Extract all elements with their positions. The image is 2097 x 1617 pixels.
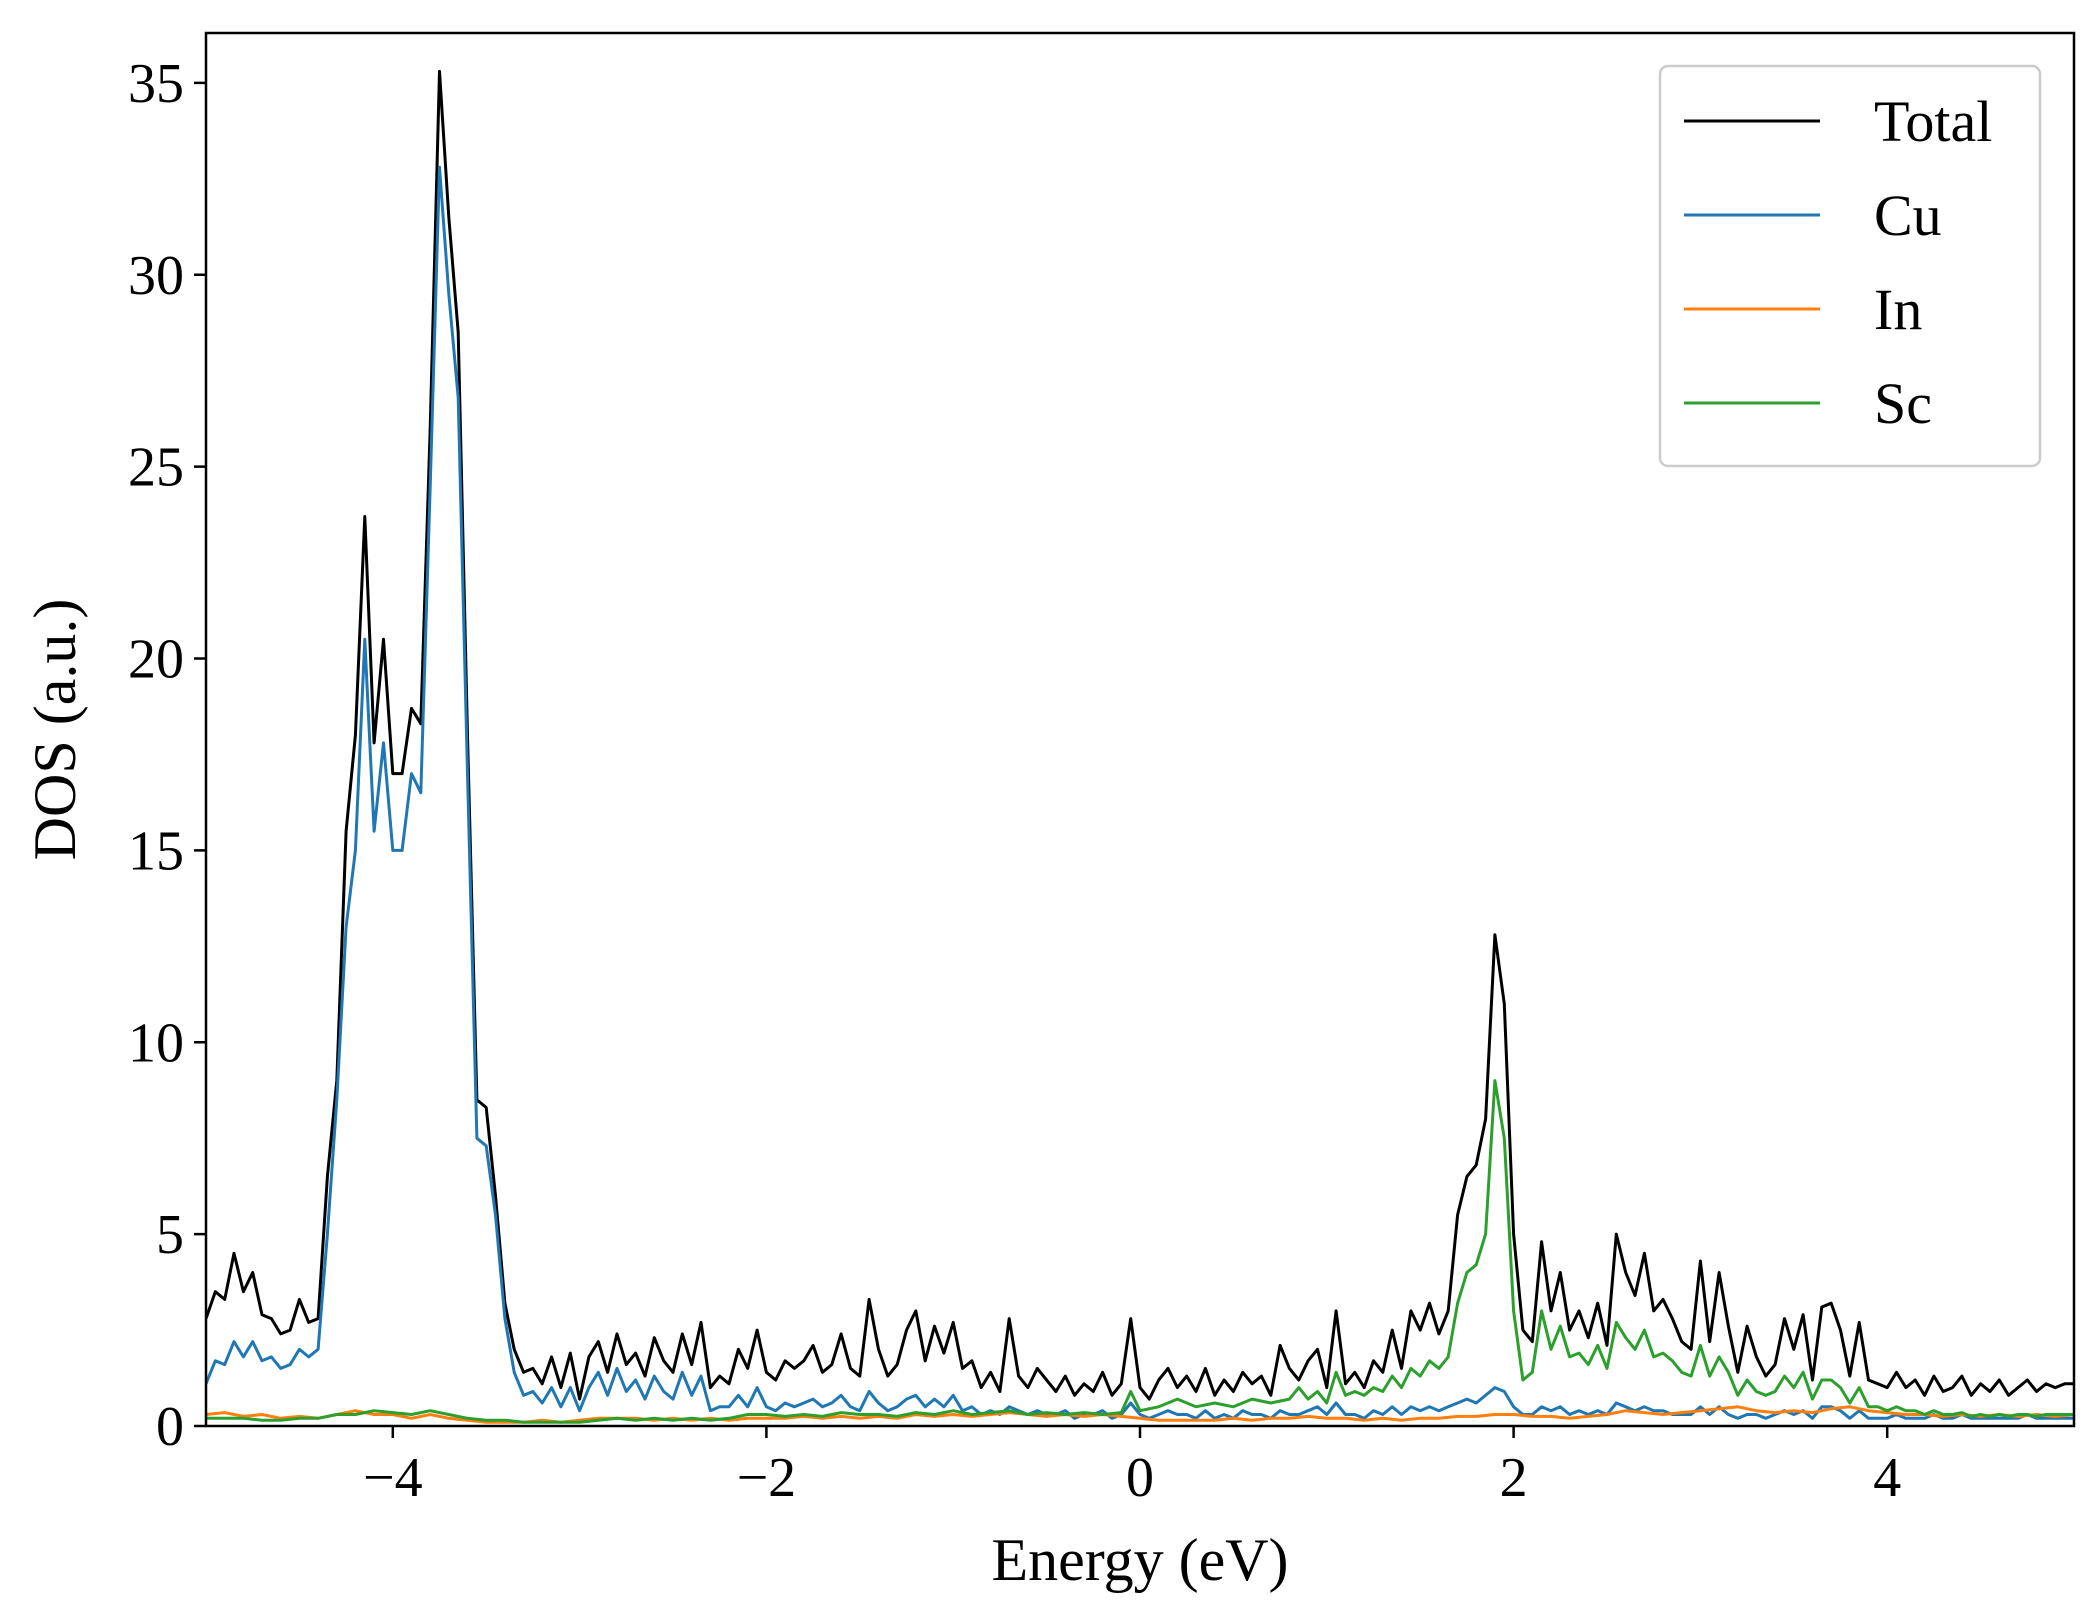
series-line-total: [206, 69, 2074, 1401]
series-line-cu: [206, 165, 2074, 1420]
y-tick-label: 15: [128, 820, 184, 882]
y-tick-label: 0: [156, 1396, 184, 1458]
legend: Total Cu In Sc: [1658, 64, 2042, 468]
y-tick-label: 30: [128, 245, 184, 307]
legend-label-total: Total: [1874, 89, 1992, 154]
y-tick-label: 20: [128, 629, 184, 691]
x-axis-label: Energy (eV): [991, 1527, 1288, 1593]
x-tick-label: −2: [737, 1447, 797, 1509]
y-axis-label: DOS (a.u.): [22, 599, 88, 861]
x-tick-label: 4: [1873, 1447, 1901, 1509]
y-tick-label: 35: [128, 53, 184, 115]
legend-box: [1658, 64, 2042, 468]
legend-label-sc: Sc: [1874, 371, 1932, 436]
legend-label-cu: Cu: [1874, 183, 1942, 248]
ticks-layer: −4 −2 0 2 4 0 5 10 15 20 25 30 35: [128, 53, 1901, 1509]
y-tick-label: 5: [156, 1204, 184, 1266]
series-layer: [206, 69, 2074, 1424]
x-tick-label: 0: [1126, 1447, 1154, 1509]
x-tick-label: −4: [363, 1447, 423, 1509]
y-tick-label: 10: [128, 1012, 184, 1074]
x-tick-label: 2: [1500, 1447, 1528, 1509]
series-line-sc: [206, 1079, 2074, 1424]
y-tick-label: 25: [128, 437, 184, 499]
plot-area-frame: [204, 31, 2076, 1428]
legend-label-in: In: [1874, 277, 1922, 342]
